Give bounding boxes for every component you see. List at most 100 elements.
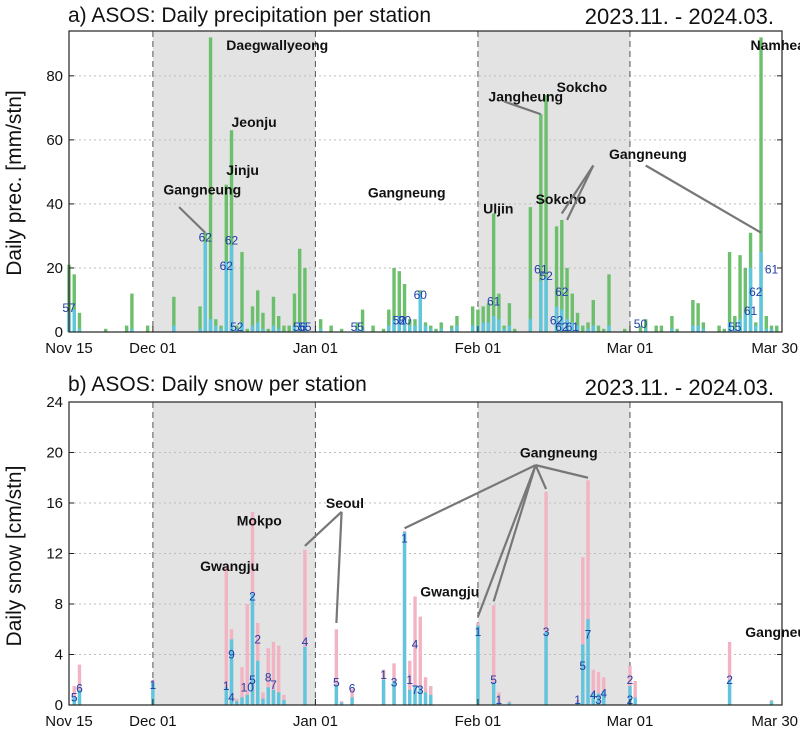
bar-part: [701, 328, 706, 332]
bar-label: 3: [543, 625, 550, 639]
x-tick-label: Jan 01: [293, 340, 338, 357]
bar-label: 7: [270, 678, 277, 692]
panel-b-title: b) ASOS: Daily snow per station: [68, 373, 367, 396]
bar-total: [235, 325, 239, 332]
bar-total: [596, 325, 601, 332]
station-annotation: Jeonju: [232, 114, 277, 130]
y-tick-label: 12: [46, 546, 63, 563]
bar-label: 1: [496, 693, 503, 707]
bar-total: [701, 322, 706, 332]
bar-total: [544, 491, 548, 705]
bar-part: [198, 328, 202, 332]
bar-label: 5: [333, 675, 340, 689]
bar-part: [502, 328, 506, 332]
bar-part: [539, 280, 543, 332]
bar-label: 55: [728, 320, 742, 334]
bar-part: [565, 319, 569, 332]
leader-line: [404, 464, 537, 530]
bar-label: 2: [726, 673, 733, 687]
bar-total: [539, 114, 543, 333]
bar-total: [72, 686, 76, 705]
bar-label: 6: [349, 682, 356, 696]
bar-total: [256, 290, 260, 332]
bar-total: [502, 325, 506, 332]
x-tick-label: Nov 15: [45, 713, 93, 730]
bar-total: [476, 309, 480, 332]
station-annotation: Gangneung: [163, 181, 241, 197]
bar-part: [72, 309, 76, 332]
bar-total: [497, 293, 501, 332]
leader-line: [178, 206, 207, 234]
bar-total: [297, 248, 302, 332]
bar-part: [266, 687, 270, 705]
bar-part: [423, 692, 428, 705]
bar-total: [240, 667, 244, 705]
bar-total: [607, 274, 611, 332]
bar-part: [418, 687, 422, 705]
station-annotation: Uljin: [483, 201, 513, 217]
bar-label: 56: [293, 320, 307, 334]
bar-part: [277, 692, 281, 705]
bar-total: [486, 303, 491, 332]
bar-part: [355, 328, 360, 332]
bar-part: [696, 325, 700, 332]
bar-part: [507, 325, 512, 332]
bar-total: [596, 672, 601, 705]
bar-part: [297, 322, 302, 332]
bar-total: [360, 309, 365, 332]
bar-part: [303, 322, 307, 332]
bar-label: 7: [412, 683, 419, 697]
y-tick-label: 16: [46, 495, 63, 512]
bar-total: [292, 293, 297, 332]
bar-total: [350, 688, 354, 705]
bar-total: [245, 604, 249, 705]
bar-part: [277, 328, 281, 332]
bar-part: [423, 325, 428, 332]
bar-part: [586, 328, 590, 332]
bar-label: 61: [566, 320, 580, 334]
x-tick-label: Mar 30: [751, 713, 798, 730]
bar-total: [743, 267, 748, 332]
bar-total: [245, 328, 249, 332]
bar-label: 52: [230, 320, 244, 334]
bar-label: 62: [199, 230, 213, 244]
bar-total: [287, 325, 291, 332]
bar-label: 7: [585, 627, 592, 641]
bar-total: [208, 37, 213, 332]
station-annotation: Jangheung: [488, 88, 563, 104]
bar-part: [743, 312, 748, 332]
bar-label: 2: [249, 589, 256, 603]
bar-total: [250, 306, 255, 332]
bar-label: 8: [265, 670, 272, 684]
bar-total: [72, 274, 76, 332]
bar-total: [124, 325, 129, 332]
bar-part: [318, 328, 323, 332]
bar-total: [581, 557, 585, 705]
bar-total: [271, 641, 276, 705]
bar-total: [628, 665, 632, 705]
bar-label: 5: [490, 673, 497, 687]
bar-part: [769, 701, 774, 705]
bar-label: 50: [634, 317, 648, 331]
bar-part: [575, 702, 580, 705]
bar-total: [586, 322, 590, 332]
bar-part: [528, 319, 533, 332]
bar-part: [596, 693, 601, 705]
panel-a-ylabel: Daily prec. [mm/stn]: [3, 90, 26, 276]
bar-part: [497, 319, 501, 332]
bar-part: [77, 328, 82, 332]
bar-total: [145, 325, 150, 332]
bar-total: [623, 328, 627, 332]
station-annotation: Gwangju: [200, 558, 259, 574]
y-tick-label: 20: [46, 260, 63, 277]
bar-part: [219, 328, 223, 332]
bar-part: [172, 325, 176, 332]
station-annotation: Gangneung: [520, 445, 598, 461]
bar-total: [303, 549, 307, 705]
station-annotation: Seoul: [326, 495, 364, 511]
bar-total: [602, 328, 606, 332]
bar-total: [198, 306, 202, 332]
bar-total: [507, 303, 512, 332]
bar-part: [240, 697, 244, 705]
